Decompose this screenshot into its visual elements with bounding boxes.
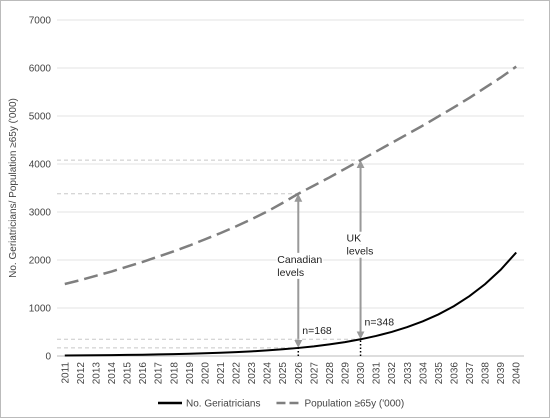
x-tick-label: 2032 xyxy=(387,362,398,385)
annotation-bg xyxy=(276,265,306,279)
x-tick-label: 2016 xyxy=(138,362,149,385)
n-label: n=168 xyxy=(302,325,332,337)
x-tick-label: 2035 xyxy=(434,362,445,385)
annotation-label: UK xyxy=(347,233,362,245)
x-tick-label: 2030 xyxy=(356,362,367,385)
annotation-bg xyxy=(345,231,363,245)
x-tick-label: 2014 xyxy=(107,362,118,385)
annotation-bg xyxy=(345,244,375,258)
y-axis-label: No. Geriatricians/ Population ≥65y ('000… xyxy=(8,98,19,278)
y-tick-label: 2000 xyxy=(29,256,52,267)
legend-label: Population ≥65y ('000) xyxy=(304,399,404,410)
x-tick-label: 2037 xyxy=(465,362,476,385)
x-tick-label: 2024 xyxy=(263,362,274,385)
x-tick-label: 2011 xyxy=(60,362,71,384)
x-tick-label: 2019 xyxy=(185,362,196,385)
x-tick-label: 2022 xyxy=(232,362,243,385)
y-tick-label: 5000 xyxy=(29,112,52,123)
annotation-bg xyxy=(276,252,324,266)
x-tick-label: 2034 xyxy=(418,362,429,385)
annotation-label: levels xyxy=(277,267,304,279)
x-tick-label: 2029 xyxy=(340,362,351,385)
x-tick-label: 2040 xyxy=(512,362,523,385)
x-tick-label: 2015 xyxy=(123,362,134,385)
y-tick-label: 1000 xyxy=(29,304,52,315)
series-line xyxy=(64,65,517,286)
x-tick-label: 2031 xyxy=(372,362,383,385)
y-tick-label: 3000 xyxy=(29,208,52,219)
annotation-label: levels xyxy=(347,246,374,258)
x-tick-label: 2020 xyxy=(200,362,211,385)
x-tick-label: 2026 xyxy=(294,362,305,385)
x-tick-label: 2033 xyxy=(403,362,414,385)
annotation-label: Canadian xyxy=(277,254,322,266)
x-tick-label: 2025 xyxy=(278,362,289,385)
x-tick-label: 2036 xyxy=(449,362,460,385)
y-tick-label: 7000 xyxy=(29,16,52,27)
y-tick-label: 4000 xyxy=(29,160,52,171)
x-tick-label: 2021 xyxy=(216,362,227,385)
y-tick-label: 0 xyxy=(45,352,51,363)
x-tick-label: 2027 xyxy=(309,362,320,385)
x-tick-label: 2039 xyxy=(496,362,507,385)
series-line xyxy=(64,251,517,357)
x-tick-label: 2017 xyxy=(154,362,165,385)
y-tick-label: 6000 xyxy=(29,64,52,75)
x-tick-label: 2013 xyxy=(91,362,102,385)
legend-label: No. Geriatricians xyxy=(186,399,260,410)
x-tick-label: 2012 xyxy=(76,362,87,385)
x-tick-label: 2018 xyxy=(169,362,180,385)
x-tick-label: 2023 xyxy=(247,362,258,385)
x-tick-label: 2038 xyxy=(481,362,492,385)
n-label: n=348 xyxy=(365,316,395,328)
x-tick-label: 2028 xyxy=(325,362,336,385)
